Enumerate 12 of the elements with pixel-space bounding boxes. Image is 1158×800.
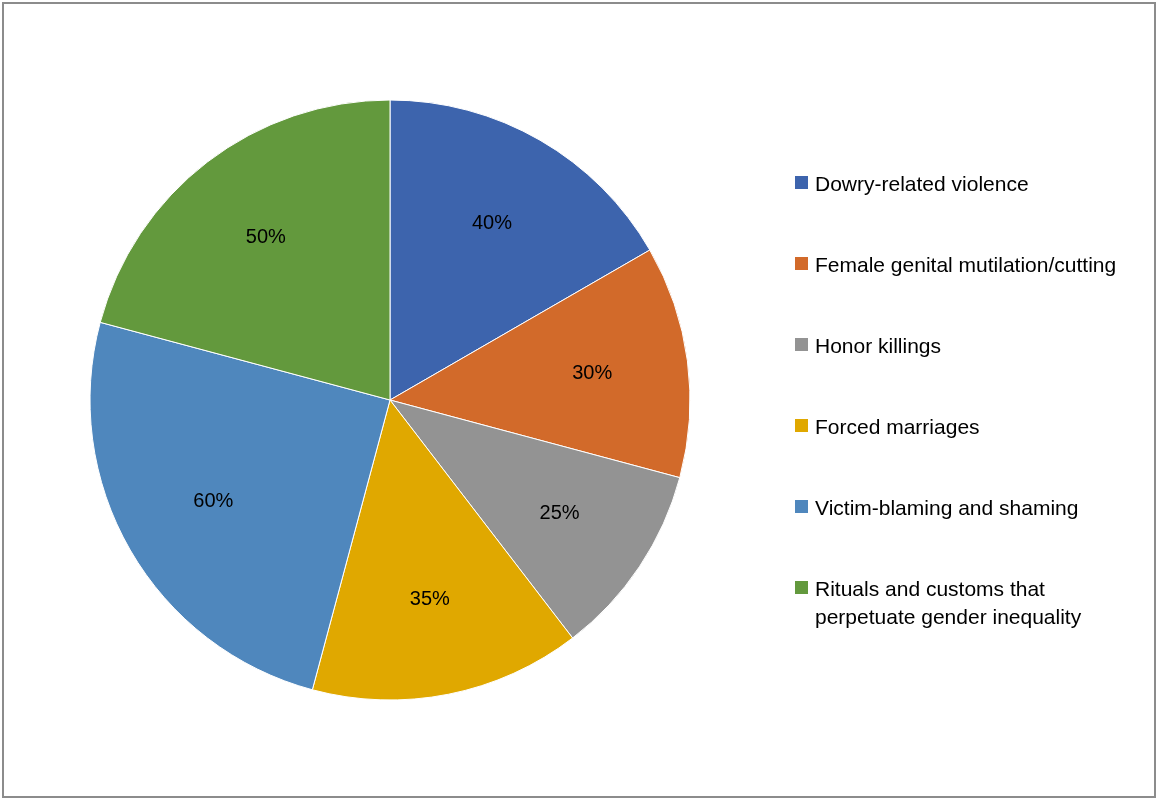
data-label: 25% (539, 500, 580, 523)
legend-label: Forced marriages (815, 414, 980, 438)
data-label: 50% (245, 225, 287, 248)
legend-label: Victim-blaming and shaming (815, 495, 1079, 519)
data-label: 40% (471, 210, 513, 233)
legend-label: Rituals and customs that perpetuate gender inequality (815, 576, 1082, 628)
data-label: 30% (572, 360, 613, 383)
data-label: 35% (409, 587, 451, 610)
legend-label: Female genital mutilation/cutting (815, 252, 1117, 276)
legend-label: Dowry-related violence (815, 171, 1029, 195)
legend-label: Honor killings (815, 333, 942, 357)
data-label: 60% (193, 489, 234, 512)
